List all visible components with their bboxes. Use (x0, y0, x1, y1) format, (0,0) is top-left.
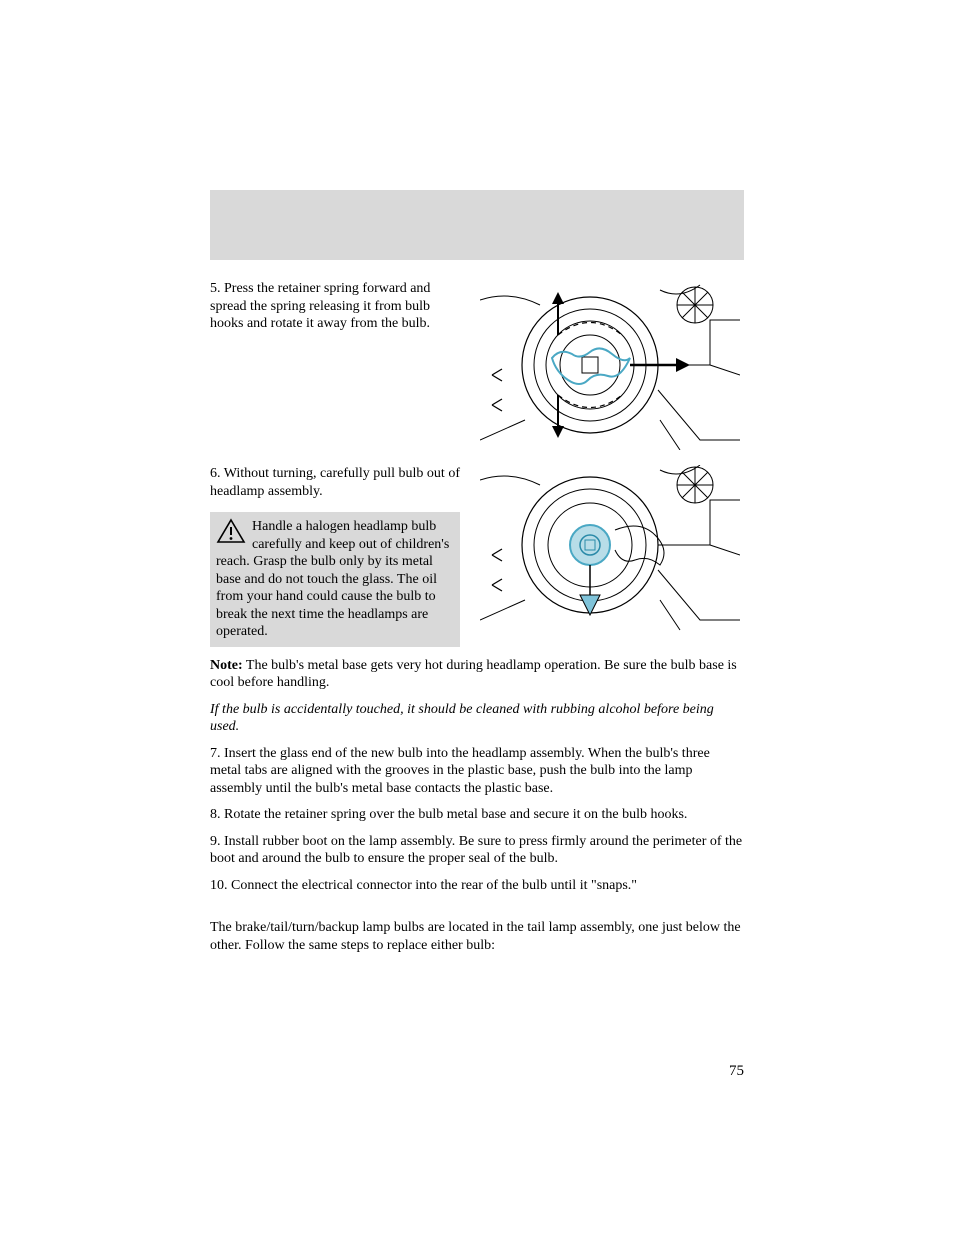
diagram-step5 (480, 280, 740, 455)
step8: 8. Rotate the retainer spring over the b… (210, 806, 744, 824)
page-content: 5. Press the retainer spring forward and… (210, 280, 744, 954)
note-text: The bulb's metal base gets very hot duri… (210, 658, 737, 691)
tail-lamp-intro: The brake/tail/turn/backup lamp bulbs ar… (210, 919, 744, 954)
diagram-step6 (480, 465, 740, 640)
step6-col: 6. Without turning, carefully pull bulb … (210, 465, 460, 647)
caution-italic: If the bulb is accidentally touched, it … (210, 701, 744, 736)
step10: 10. Connect the electrical connector int… (210, 877, 744, 895)
step6-row: 6. Without turning, carefully pull bulb … (210, 465, 744, 647)
document-page: 5. Press the retainer spring forward and… (0, 0, 954, 1235)
note-para: Note: The bulb's metal base gets very ho… (210, 657, 744, 692)
header-band (210, 190, 744, 260)
warning-text: Handle a halogen headlamp bulb carefully… (216, 519, 449, 639)
step5-text: 5. Press the retainer spring forward and… (210, 280, 460, 333)
step7: 7. Insert the glass end of the new bulb … (210, 745, 744, 798)
step5-row: 5. Press the retainer spring forward and… (210, 280, 744, 455)
warning-box: Handle a halogen headlamp bulb carefully… (210, 512, 460, 647)
step6-text: 6. Without turning, carefully pull bulb … (210, 465, 460, 500)
warning-icon (216, 518, 246, 550)
step9: 9. Install rubber boot on the lamp assem… (210, 833, 744, 868)
note-label: Note: (210, 658, 243, 673)
page-number: 75 (729, 1063, 744, 1080)
